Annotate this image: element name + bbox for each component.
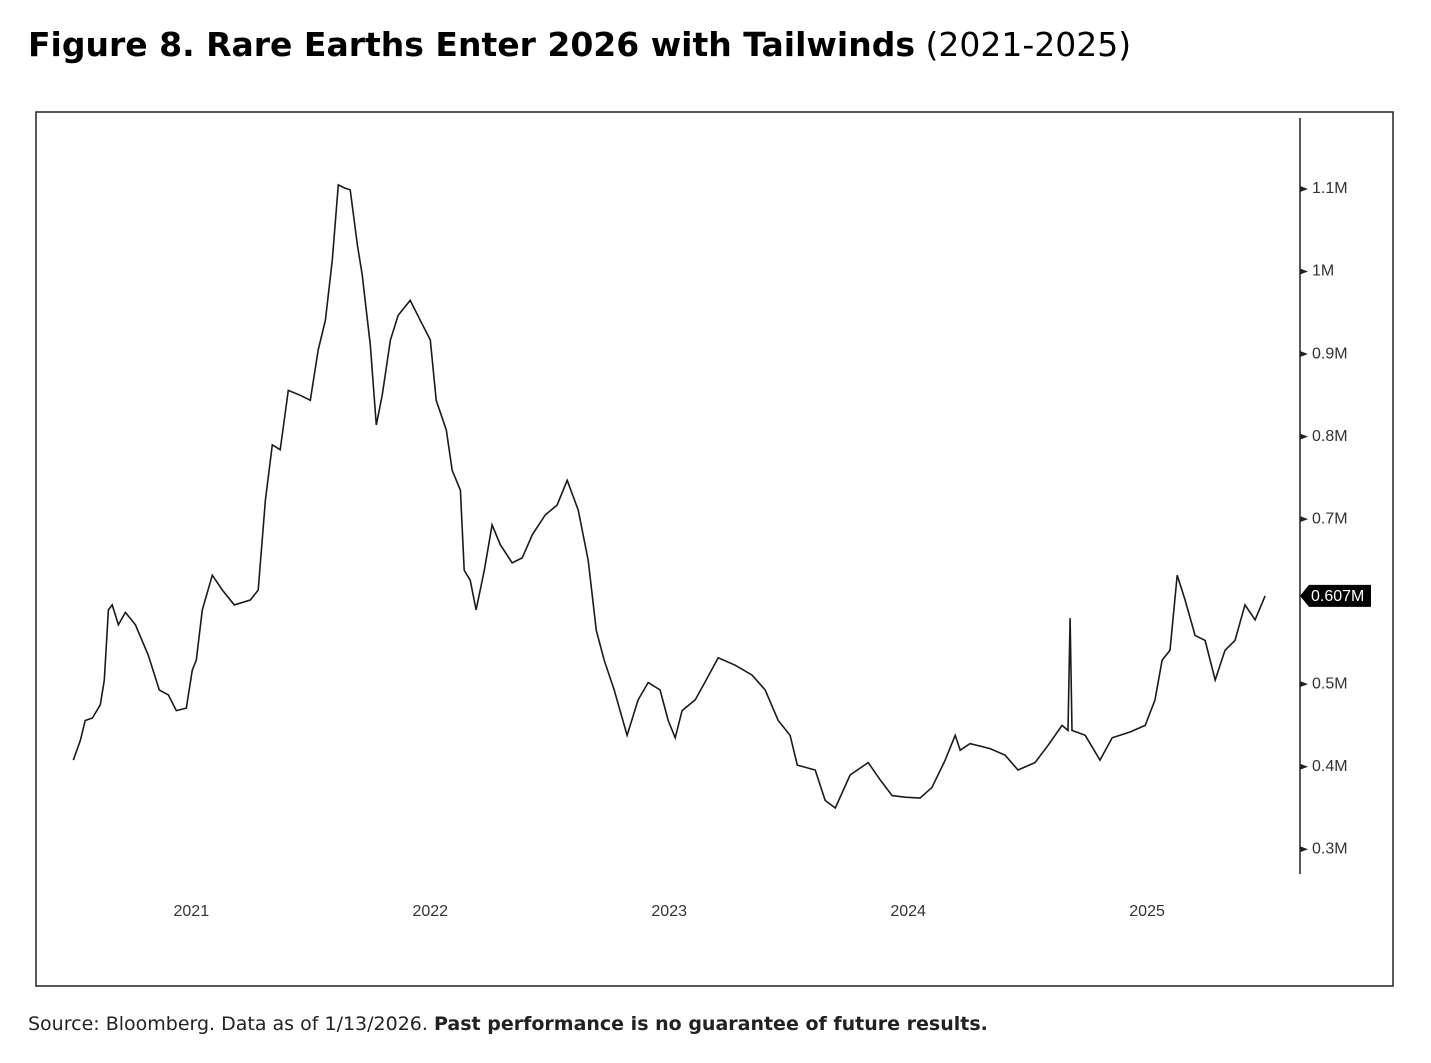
y-tick	[1300, 268, 1308, 275]
y-tick-label: 0.4M	[1312, 758, 1348, 775]
y-tick-label: 0.7M	[1312, 510, 1348, 527]
last-value-box	[1300, 584, 1371, 607]
source: Source: Bloomberg. Data as of 1/13/2026.	[28, 1013, 428, 1035]
y-tick-label: 1M	[1312, 263, 1334, 280]
y-tick	[1300, 433, 1308, 440]
last-value-label: 0.607M	[1311, 588, 1364, 605]
price-line	[72, 183, 1266, 810]
y-tick-label: 0.9M	[1312, 345, 1348, 362]
y-tick-label: 0.3M	[1312, 840, 1348, 857]
y-tick-label: 1.1M	[1312, 180, 1348, 197]
y-tick-label: 0.8M	[1312, 428, 1348, 445]
y-tick-label: 0.5M	[1312, 675, 1348, 692]
y-tick	[1300, 185, 1308, 192]
x-tick-label: 2021	[174, 903, 210, 920]
x-tick-label: 2023	[651, 903, 687, 920]
y-tick	[1300, 681, 1308, 688]
x-tick-label: 2025	[1129, 903, 1165, 920]
y-tick	[1300, 846, 1308, 853]
x-tick-label: 2022	[412, 903, 448, 920]
y-tick	[1300, 351, 1308, 358]
chart-title-group: Figure 8. Rare Earths Enter 2026 with Ta…	[28, 25, 1131, 64]
y-tick	[1300, 763, 1308, 770]
plot-frame	[35, 111, 1394, 987]
note: Past performance is no guarantee of futu…	[434, 1013, 988, 1035]
chart-subtitle: (2021-2025)	[925, 25, 1131, 64]
footer: Source: Bloomberg. Data as of 1/13/2026.…	[28, 1013, 988, 1035]
x-tick-label: 2024	[890, 903, 926, 920]
y-tick	[1300, 516, 1308, 523]
chart-title: Figure 8. Rare Earths Enter 2026 with Ta…	[28, 25, 915, 64]
